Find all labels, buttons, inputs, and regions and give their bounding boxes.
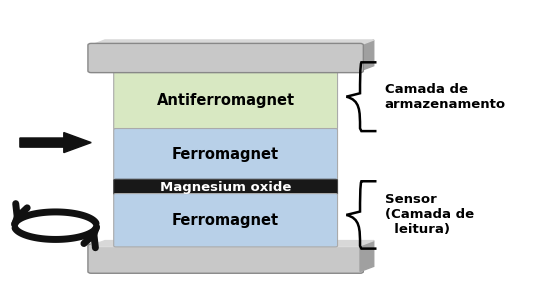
Text: Ferromagnet: Ferromagnet — [172, 213, 279, 228]
FancyBboxPatch shape — [88, 244, 364, 273]
Polygon shape — [91, 40, 374, 45]
FancyBboxPatch shape — [88, 43, 364, 73]
Text: Magnesium oxide: Magnesium oxide — [160, 181, 292, 194]
Polygon shape — [360, 40, 374, 71]
FancyBboxPatch shape — [114, 128, 338, 181]
Polygon shape — [91, 240, 374, 246]
FancyBboxPatch shape — [114, 194, 338, 247]
FancyBboxPatch shape — [114, 179, 338, 195]
Text: Camada de
armazenamento: Camada de armazenamento — [384, 83, 506, 111]
Text: Sensor
(Camada de
  leitura): Sensor (Camada de leitura) — [384, 193, 474, 236]
Text: Antiferromagnet: Antiferromagnet — [157, 93, 295, 108]
Polygon shape — [360, 240, 374, 272]
FancyBboxPatch shape — [114, 71, 338, 129]
Text: Ferromagnet: Ferromagnet — [172, 147, 279, 162]
FancyArrow shape — [20, 132, 91, 153]
